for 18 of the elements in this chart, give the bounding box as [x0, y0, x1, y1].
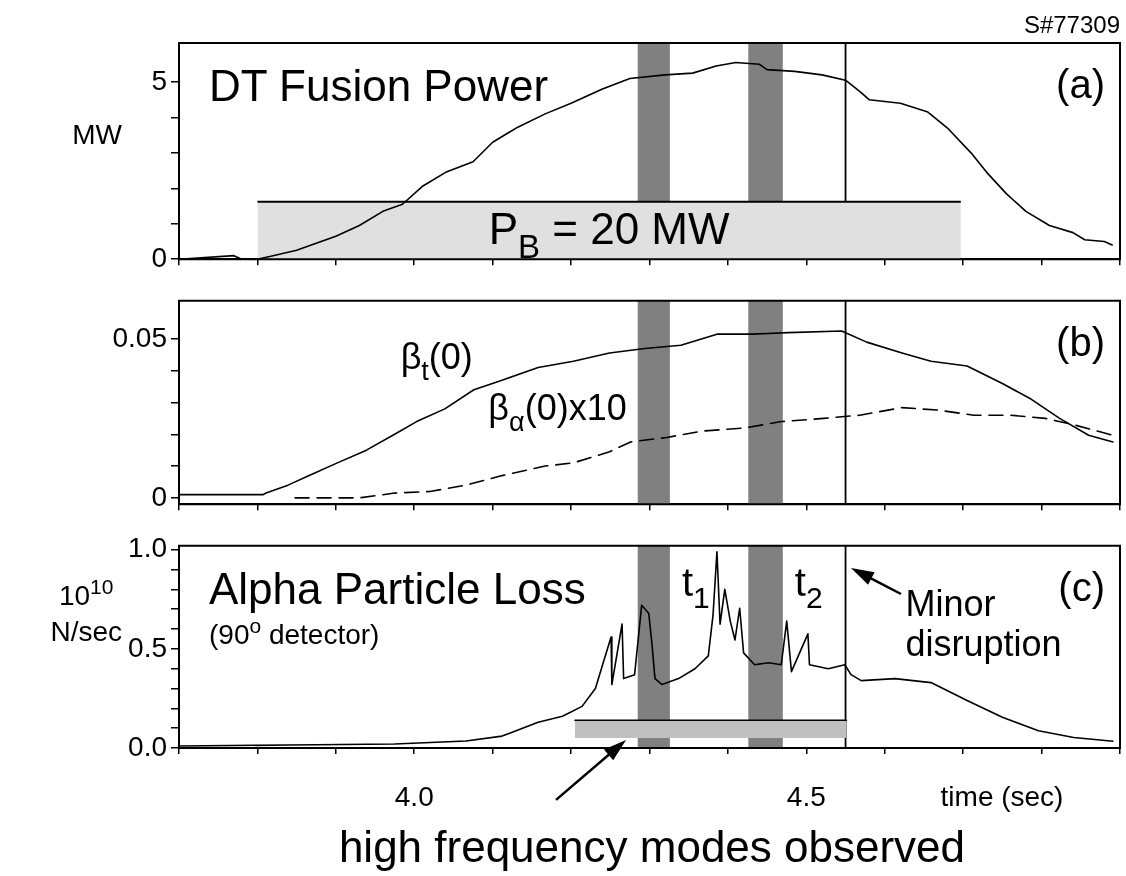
- y-tick-label: 0.0: [128, 730, 167, 762]
- annotation: (b): [1056, 319, 1105, 364]
- y-tick-label: 0: [151, 241, 167, 273]
- x-axis-title: time (sec): [940, 781, 1064, 812]
- text: S#77309: [1023, 11, 1120, 38]
- chart-title: Alpha Particle Loss: [209, 563, 586, 613]
- chart-title: DT Fusion Power: [209, 61, 549, 110]
- y-tick-label: 1.0: [128, 532, 167, 564]
- y-tick-label: 0.5: [128, 631, 167, 663]
- y-tick-label: 0: [151, 480, 167, 512]
- annotation: high frequency modes observed: [338, 822, 966, 871]
- x-tick-label: 4.0: [394, 781, 434, 812]
- y-axis-title: MW: [72, 118, 123, 150]
- x-tick-label: 4.5: [786, 781, 826, 812]
- annotation: (c): [1058, 564, 1105, 609]
- y-tick-label: 5: [151, 64, 167, 96]
- y-tick-label: 0.05: [112, 321, 167, 353]
- annotation: (a): [1056, 62, 1105, 106]
